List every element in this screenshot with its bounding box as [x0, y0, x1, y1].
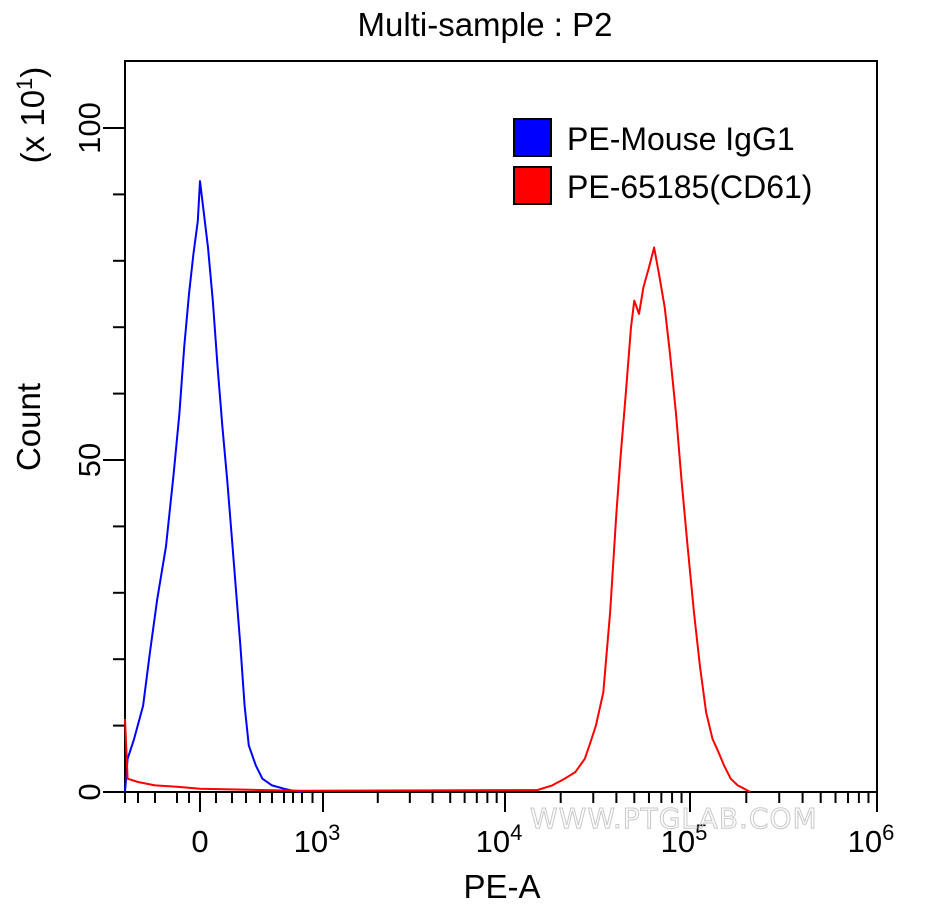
x-tick-exponent: 3	[328, 820, 340, 845]
x-tick-base: 10	[294, 824, 328, 859]
y-multiplier-close: )	[14, 67, 51, 78]
x-tick-label: 103	[294, 820, 341, 859]
x-tick-base: 10	[476, 824, 510, 859]
x-tick-exponent: 6	[882, 820, 894, 845]
x-tick-base: 10	[848, 824, 882, 859]
y-tick-label: 50	[72, 443, 107, 477]
chart-title: Multi-sample : P2	[358, 6, 613, 43]
legend-label-2: PE-65185(CD61)	[567, 169, 812, 205]
series-layer	[124, 180, 751, 793]
legend-swatch-2	[513, 166, 552, 205]
x-tick-base: 0	[191, 824, 208, 859]
plot-frame	[124, 60, 878, 793]
x-tick-label: 104	[476, 820, 523, 859]
x-axis: 0 103 104 105 106	[124, 792, 895, 859]
y-tick-label: 0	[72, 783, 107, 800]
x-tick-base: 10	[661, 824, 695, 859]
y-multiplier-label: (x 101)	[12, 67, 51, 164]
x-tick-exponent: 5	[695, 820, 707, 845]
series-line-1	[124, 180, 303, 793]
y-axis: 0 50 100	[72, 102, 125, 801]
x-axis-label: PE-A	[463, 868, 540, 905]
legend-swatch-1	[513, 118, 552, 157]
series-line-2	[124, 246, 751, 793]
legend-label-1: PE-Mouse IgG1	[567, 121, 795, 157]
legend: PE-Mouse IgG1 PE-65185(CD61)	[513, 118, 812, 205]
x-tick-label: 0	[191, 824, 208, 859]
y-multiplier-exponent: 1	[12, 78, 37, 90]
y-axis-label: Count	[10, 383, 47, 471]
x-tick-label: 105	[661, 820, 708, 859]
x-tick-label: 106	[848, 820, 895, 859]
y-multiplier-base: (x 10	[14, 90, 51, 163]
watermark-logo: WWW.PTGLAB.COM	[530, 802, 818, 835]
y-tick-label: 100	[72, 102, 107, 154]
x-tick-exponent: 4	[510, 820, 522, 845]
